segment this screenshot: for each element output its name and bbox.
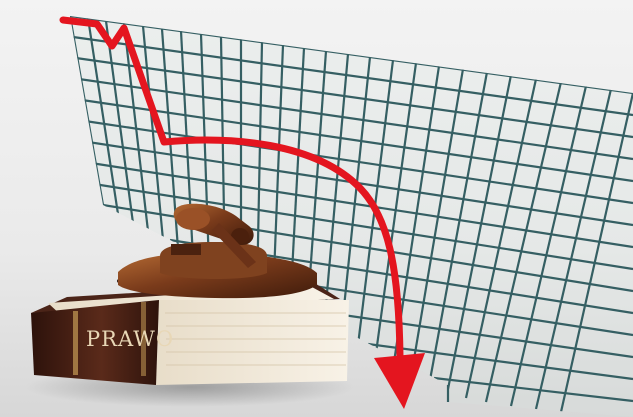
law-book: PRAWO	[31, 282, 349, 385]
book-title: PRAWO	[86, 327, 174, 351]
declining-arrow	[59, 16, 425, 409]
arrow-head	[374, 353, 425, 409]
gavel	[117, 203, 317, 299]
